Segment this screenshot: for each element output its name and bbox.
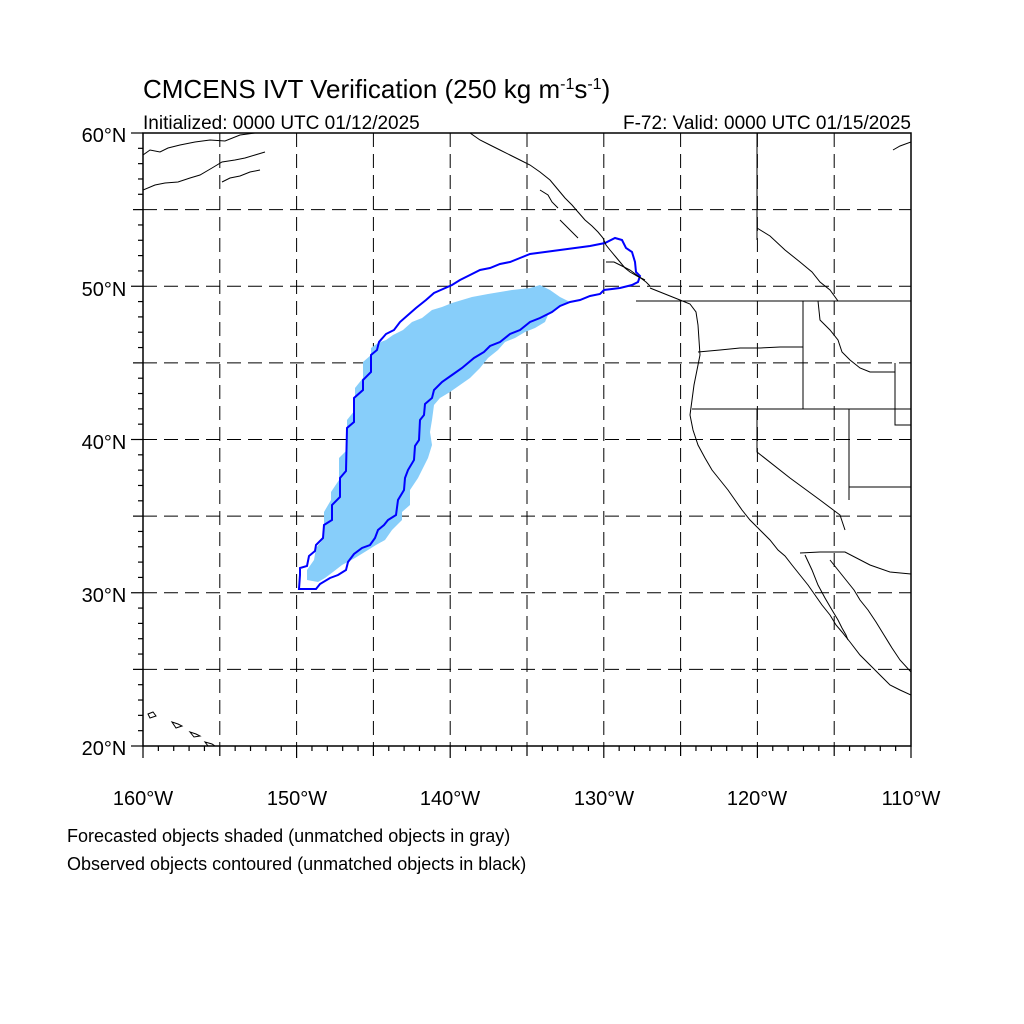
lat-lon-grid xyxy=(143,133,911,746)
footer-forecast-note: Forecasted objects shaded (unmatched obj… xyxy=(67,826,510,846)
lon-label-160w: 160°W xyxy=(113,788,173,810)
axis-ticks xyxy=(131,132,912,758)
forecast-object-shaded xyxy=(307,285,570,582)
footer-observed-note: Observed objects contoured (unmatched ob… xyxy=(67,854,526,874)
lon-label-140w: 140°W xyxy=(420,788,480,810)
lat-label-50n: 50°N xyxy=(82,279,127,301)
lat-label-20n: 20°N xyxy=(82,738,127,760)
init-time-label: Initialized: 0000 UTC 01/12/2025 xyxy=(143,113,420,134)
plot-title: CMCENS IVT Verification (250 kg m-1s-1) xyxy=(143,74,610,104)
observed-object-contour xyxy=(297,236,642,590)
lon-label-110w: 110°W xyxy=(882,788,941,810)
lon-label-150w: 150°W xyxy=(267,788,327,810)
lon-label-130w: 130°W xyxy=(574,788,634,810)
lat-label-40n: 40°N xyxy=(82,432,127,454)
valid-time-label: F-72: Valid: 0000 UTC 01/15/2025 xyxy=(623,113,911,134)
political-borders xyxy=(636,133,911,575)
lat-label-30n: 30°N xyxy=(82,585,127,607)
lat-label-60n: 60°N xyxy=(82,125,127,147)
coastlines xyxy=(143,133,911,746)
lon-label-120w: 120°W xyxy=(727,788,787,810)
